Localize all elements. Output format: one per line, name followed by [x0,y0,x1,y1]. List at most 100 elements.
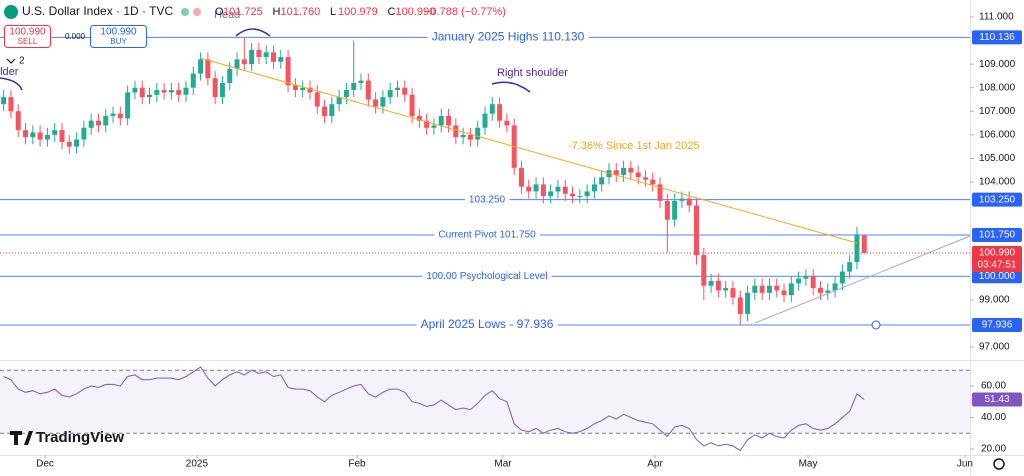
candle-body [467,134,473,140]
ohlc-value: 101.725 [223,6,263,18]
annotation-head: Head [214,9,240,21]
left-shoulder-arc [0,77,23,91]
candle-body [278,57,284,62]
sell-button[interactable] [4,25,51,48]
candle-body [489,104,495,114]
candle-body [256,49,262,58]
status-dot [193,8,201,16]
trendline-down[interactable] [199,57,858,244]
candle-body [810,276,816,289]
candle-body [176,90,182,95]
level-badge-label: 103.250 [979,194,1016,205]
candle-body [497,104,503,121]
candle-body [817,288,823,293]
candle-body [453,125,459,138]
candle-body [650,179,656,185]
candle-body [737,297,743,315]
candle-body [533,184,539,192]
annotation-left-shoulder: ulder [0,66,19,78]
candle-body [701,255,707,286]
level-badge [972,269,1022,284]
level-badge-label: 97.936 [982,320,1013,331]
candle-body [672,200,678,220]
logo-mark [10,431,33,445]
candle-body [270,52,276,62]
candle-body [715,281,721,291]
candle-body [635,172,641,178]
candle-body [147,94,153,98]
level-badge [972,30,1022,45]
ohlc-key: L [330,6,336,18]
drag-handle[interactable] [871,320,881,330]
candle-body [103,115,109,126]
candle-body [387,90,393,98]
y-tick-label: 104.000 [979,177,1016,188]
rsi-band [0,370,970,434]
candle-body [825,290,831,293]
candle-body [854,234,860,263]
countdown: 03:47:51 [978,260,1017,271]
candle-body [263,52,269,58]
candle-body [686,198,692,206]
candle-body [74,139,80,147]
candle-body [44,134,50,140]
trendline-up[interactable] [754,235,971,324]
candle-body [314,92,320,107]
y-tick-label: 106.000 [979,129,1016,140]
candle-body [796,278,802,284]
candle-body [613,170,619,175]
level-label: April 2025 Lows - 97.936 [421,317,554,331]
spread: 0.000 [65,32,86,41]
buy-label[interactable]: BUY [110,37,127,46]
rsi-badge-label: 51.43 [984,394,1009,405]
candle-body [628,167,634,173]
ohlc-value: 101.760 [281,6,321,18]
candle-body [409,94,415,116]
sell-label[interactable]: SELL [18,37,38,46]
level-label-bg [416,317,558,332]
buy-button[interactable] [90,25,147,48]
candle-body [30,132,36,138]
ohlc-value: 100.990 [396,6,436,18]
candle-body [95,120,101,126]
level-badge-label: 100.000 [979,271,1016,282]
candle-body [249,49,255,65]
candle-body [81,127,87,140]
level-label-bg [434,229,541,241]
candle-body [227,68,233,83]
symbol-title[interactable]: U.S. Dollar Index · 1D · TVC [22,4,173,18]
candle-body [759,285,765,293]
settings-icon[interactable] [993,458,1005,470]
candle-body [664,200,670,220]
candle-body [446,115,452,126]
sell-price[interactable]: 100.990 [9,27,46,38]
candle-body [234,59,240,69]
candle-body [358,80,364,83]
candle-body [832,283,838,291]
candle-body [861,235,867,253]
buy-price[interactable]: 100.990 [100,27,137,38]
candle-body [139,87,145,98]
candle-body [606,170,612,178]
candle-body [657,184,663,201]
candle-body [110,113,116,116]
collapse-chevron[interactable] [6,58,16,64]
indicators-count[interactable]: 2 [19,56,25,67]
y-tick-label: 99.000 [979,295,1010,306]
candle-body [241,59,247,65]
candle-body [774,285,780,291]
x-tick-label: Apr [647,459,663,470]
x-tick-label: Feb [348,459,366,470]
candle-body [730,288,736,298]
candle-body [37,132,43,140]
candle-body [161,90,167,93]
candle-body [66,141,72,147]
candle-body [402,87,408,95]
level-badge-label: 110.136 [979,32,1015,43]
candle-body [285,57,291,86]
candle-body [518,167,524,187]
logo: TradingView [36,429,124,446]
rsi-badge [972,392,1022,407]
candle-body [343,90,349,98]
